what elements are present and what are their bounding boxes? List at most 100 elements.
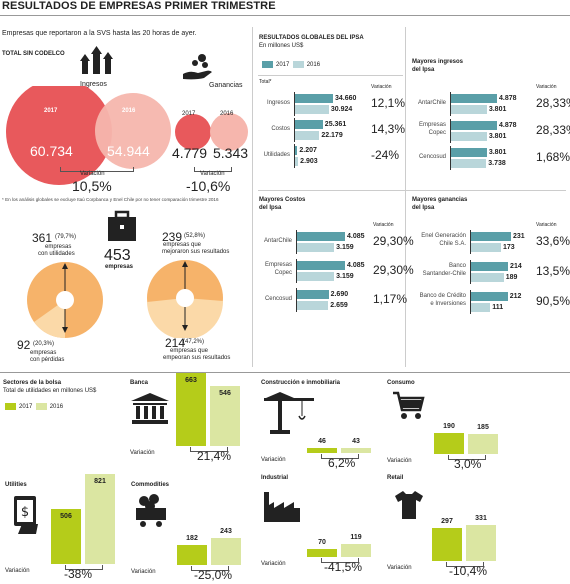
sector-bar-2017 <box>176 373 206 446</box>
sector-name: Commodities <box>131 482 170 488</box>
ipsa-ganancias-chart: Variación Enel Generación Chile S.A. 231 173… <box>412 216 570 326</box>
value-2017: 4.085 <box>347 262 365 269</box>
sector-var-bracket <box>448 455 486 460</box>
ipsa-global-chart: Variación Ingresos 34.660 30.924 12,1% Costos… <box>259 80 405 185</box>
row-label-2: e Inversiones <box>430 301 466 307</box>
ipsa-unit: En millones US$ <box>259 43 304 49</box>
variation-value: 13,5% <box>536 264 570 278</box>
value-2016: 3.738 <box>488 160 506 167</box>
sector-var-value: 21,4% <box>197 449 232 463</box>
sector-var-value: -10,4% <box>449 564 488 578</box>
gan-2017-value: 4.779 <box>172 145 208 161</box>
sectores-chart: Banca 663 546 Variación 21,4% Construcción e … <box>0 373 570 584</box>
ing-var-label: Variación <box>80 171 105 177</box>
value-2016: 2.659 <box>330 302 348 309</box>
sector-var-value: -25,0% <box>194 568 233 582</box>
companies-total-label: empresas <box>105 264 134 270</box>
bar-axis <box>294 118 295 142</box>
mejoran-label1: empresas que <box>163 242 202 248</box>
mejoran-count: 239 <box>162 230 183 244</box>
row-label: Empresas <box>264 262 292 268</box>
sector-var-label: Variación <box>5 568 30 574</box>
ganancias-2017-circle <box>175 114 211 150</box>
sector-name: Industrial <box>261 475 289 481</box>
total-label: TOTAL SIN CODELCO <box>2 51 65 57</box>
bar-2016 <box>297 272 335 281</box>
sector-var-value: 6,2% <box>328 456 356 470</box>
sectores-rule <box>0 372 570 373</box>
growth-arrows-icon <box>80 46 113 74</box>
value-2016: 189 <box>505 274 518 281</box>
row-label: Costos <box>271 126 290 132</box>
costos-title1: Mayores Costos <box>259 197 306 203</box>
value-2016: 173 <box>502 244 515 251</box>
sector-var-label: Variación <box>387 565 412 571</box>
sector-value-2016: 243 <box>220 528 232 536</box>
bar-axis <box>294 144 295 168</box>
empeoran-pct: (47,2%) <box>183 339 205 345</box>
ipsa-mid-rule <box>258 190 566 191</box>
bar-2016 <box>471 243 501 252</box>
sector-bar-2016 <box>341 448 371 453</box>
sector-value-2017: 506 <box>60 512 72 520</box>
bar-2017 <box>297 261 345 270</box>
companies-total: 453 <box>104 247 131 264</box>
utilidades-pct: (79,7%) <box>55 234 77 240</box>
ingresos-label: Ingresos <box>80 81 107 88</box>
row-label: AntarChile <box>417 100 446 106</box>
gan-var-value: -10,6% <box>186 178 231 194</box>
sector-var-label: Variación <box>261 561 286 567</box>
row-label-2: Santander-Chile <box>422 271 466 277</box>
perdidas-label1: empresas <box>30 350 57 356</box>
sector-var-bracket <box>190 447 228 452</box>
bar-axis <box>296 230 297 254</box>
sectores-swatch-2016 <box>35 403 47 410</box>
value-2016: 22.179 <box>321 132 343 139</box>
legend-swatch-2017 <box>262 61 273 68</box>
ganancias-title1: Mayores ganancias <box>412 197 468 203</box>
sector-value-2016: 331 <box>475 514 487 522</box>
tshirt-icon <box>395 491 423 519</box>
row-label: Cencosud <box>418 154 446 160</box>
row-label: Ingresos <box>266 100 290 106</box>
sector-var-bracket <box>65 565 103 570</box>
variation-value: 33,6% <box>536 234 570 248</box>
sector-value-2017: 46 <box>318 437 326 445</box>
ipsa-title: RESULTADOS GLOBALES DEL IPSA <box>259 35 364 41</box>
bar-axis <box>294 92 295 116</box>
value-2017: 4.878 <box>499 122 517 129</box>
title-rule <box>0 15 570 16</box>
value-2016: 111 <box>492 304 504 311</box>
row-label: Utilidades <box>263 152 290 158</box>
value-2017: 25.361 <box>324 121 347 128</box>
bar-axis <box>470 230 471 254</box>
sector-var-value: -38% <box>64 567 93 581</box>
sector-bar-2017 <box>177 545 207 565</box>
sector-bar-2016 <box>211 538 241 565</box>
bar-2016 <box>295 105 329 114</box>
variation-value: 12,1% <box>371 96 406 110</box>
gan-var-label: Variación <box>200 171 225 177</box>
sectores-swatch-2017 <box>5 403 16 410</box>
sector-var-bracket <box>446 562 484 567</box>
bar-2016 <box>451 132 487 141</box>
sectores-legend: 2017 2016 <box>5 403 63 410</box>
row-label-2: Chile S.A. <box>439 241 466 247</box>
value-2016: 3.801 <box>488 133 507 140</box>
sector-bar-2016 <box>466 524 496 561</box>
bar-2017 <box>471 232 511 241</box>
variation-value: 14,3% <box>371 122 406 136</box>
sectores-title: Sectores de la bolsa <box>3 380 62 386</box>
variacion-header: Variación <box>536 222 557 228</box>
perdidas-pct: (20,3%) <box>33 341 55 347</box>
bar-2016 <box>297 243 335 252</box>
bar-2017 <box>297 232 345 241</box>
sector-name: Banca <box>130 380 149 386</box>
perdidas-label2: con pérdidas <box>30 357 65 363</box>
subtitle: Empresas que reportaron a la SVS hasta l… <box>2 30 197 37</box>
ganancias-title2: del Ipsa <box>412 205 435 211</box>
sector-bar-2017 <box>432 528 462 561</box>
sector-var-label: Variación <box>387 458 412 464</box>
shopping-cart-icon <box>393 391 425 419</box>
gan-2017-year: 2017 <box>182 111 196 117</box>
